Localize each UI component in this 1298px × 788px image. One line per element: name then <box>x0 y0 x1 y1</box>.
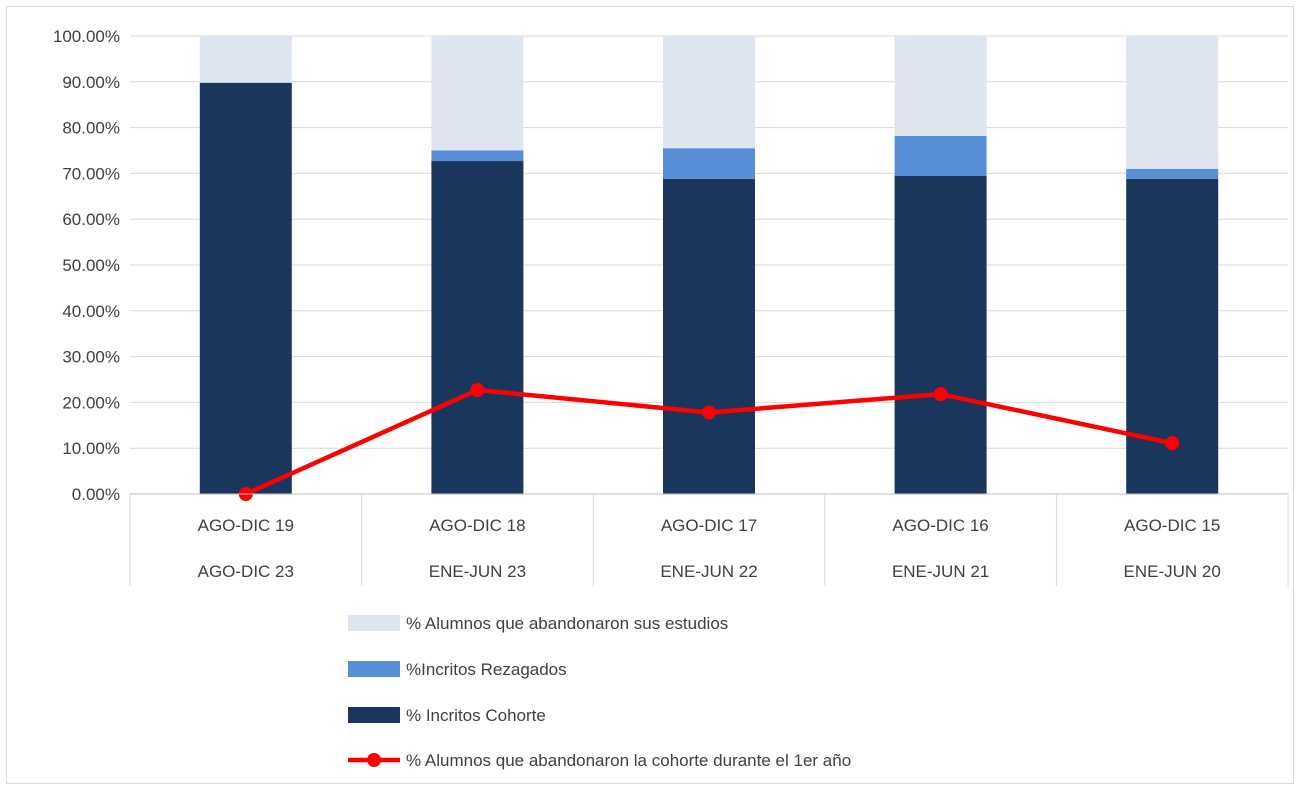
bar-segment <box>894 135 987 176</box>
x-axis: AGO-DIC 19 AGO-DIC 23 AGO-DIC 18 ENE-JUN 23… <box>129 493 1289 586</box>
legend-label: % Incritos Cohorte <box>406 706 546 725</box>
bar-segment <box>431 36 524 151</box>
bar-segment <box>894 36 987 136</box>
line-point <box>702 405 716 420</box>
bar-segment <box>1126 168 1219 179</box>
x-category-group-label: AGO-DIC 23 <box>198 562 294 581</box>
bar-segment <box>431 150 524 162</box>
x-category-label: AGO-DIC 19 <box>198 516 294 535</box>
y-tick-label: 10.00% <box>62 439 120 458</box>
bar-segment <box>199 82 292 494</box>
bar-segment <box>894 175 987 494</box>
legend-label: % Alumnos que abandonaron sus estudios <box>406 614 728 633</box>
x-category-label: AGO-DIC 16 <box>892 516 988 535</box>
bars <box>199 36 1219 494</box>
y-tick-label: 50.00% <box>62 256 120 275</box>
y-tick-label: 70.00% <box>62 164 120 183</box>
bar-segment <box>199 36 292 83</box>
legend-swatch <box>348 707 400 723</box>
y-tick-label: 30.00% <box>62 348 120 367</box>
legend-label: %Incritos Rezagados <box>406 660 567 679</box>
line-point <box>933 387 948 402</box>
y-tick-label: 90.00% <box>62 73 120 92</box>
bar-segment <box>431 161 524 494</box>
x-category-group-label: ENE-JUN 21 <box>892 562 989 581</box>
legend-label: % Alumnos que abandonaron la cohorte dur… <box>406 751 851 770</box>
x-category-group-label: ENE-JUN 22 <box>660 562 757 581</box>
bar-segment <box>663 148 755 179</box>
line-point <box>1165 436 1180 451</box>
legend: % Alumnos que abandonaron sus estudios %I… <box>348 614 851 770</box>
line-point <box>470 383 485 398</box>
x-category-group-label: ENE-JUN 23 <box>429 562 526 581</box>
bar-segment <box>663 178 755 494</box>
y-tick-label: 80.00% <box>62 119 120 138</box>
x-category-label: AGO-DIC 18 <box>429 516 525 535</box>
x-category-label: AGO-DIC 17 <box>661 516 757 535</box>
legend-swatch <box>348 615 400 631</box>
y-tick-label: 0.00% <box>72 485 120 504</box>
x-category-group-label: ENE-JUN 20 <box>1124 562 1221 581</box>
y-tick-label: 100.00% <box>53 27 120 46</box>
x-category-label: AGO-DIC 15 <box>1124 516 1220 535</box>
y-tick-label: 60.00% <box>62 210 120 229</box>
y-tick-label: 40.00% <box>62 302 120 321</box>
bar-segment <box>663 36 755 149</box>
legend-swatch <box>348 661 400 677</box>
y-axis: 0.00% 10.00% 20.00% 30.00% 40.00% 50.00% 60.00… <box>53 27 120 504</box>
y-tick-label: 20.00% <box>62 393 120 412</box>
bar-segment <box>1126 36 1219 169</box>
legend-marker <box>367 753 381 767</box>
line-series <box>238 383 1180 501</box>
